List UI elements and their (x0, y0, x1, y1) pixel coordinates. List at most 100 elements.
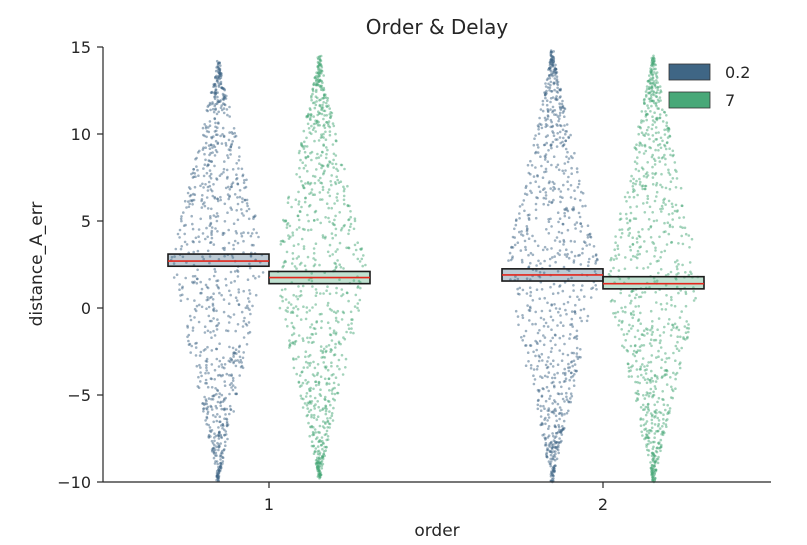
data-point (211, 151, 214, 154)
data-point (636, 253, 639, 256)
data-point (579, 308, 583, 312)
data-point (557, 310, 560, 314)
data-point (594, 260, 598, 263)
data-point (654, 131, 658, 135)
data-point (563, 124, 566, 127)
data-point (645, 420, 649, 423)
data-point (321, 185, 325, 189)
data-point (658, 341, 662, 345)
data-point (320, 320, 324, 323)
data-point (302, 147, 306, 150)
data-point (215, 66, 218, 69)
data-point (220, 363, 223, 366)
data-point (210, 236, 214, 240)
data-point (316, 371, 320, 375)
data-point (644, 132, 648, 135)
data-point (647, 439, 650, 443)
data-point (659, 268, 663, 271)
data-point (314, 332, 318, 336)
data-point (549, 460, 553, 463)
data-point (185, 261, 188, 264)
data-point (243, 316, 246, 320)
data-point (539, 155, 542, 158)
data-point (314, 303, 318, 306)
data-point (316, 400, 320, 403)
data-point (526, 163, 530, 167)
data-point (198, 363, 201, 367)
data-point (652, 390, 655, 394)
data-point (567, 216, 571, 219)
data-point (212, 144, 215, 147)
data-point (308, 183, 312, 186)
data-point (315, 88, 318, 92)
legend-swatch (668, 91, 711, 109)
data-point (539, 423, 542, 427)
data-point (559, 190, 563, 193)
data-point (549, 285, 552, 289)
data-point (324, 422, 327, 425)
data-point (570, 250, 573, 254)
data-point (551, 109, 555, 113)
data-point (558, 130, 562, 134)
data-point (195, 282, 199, 285)
data-point (307, 113, 310, 117)
data-point (659, 438, 663, 442)
data-point (556, 138, 559, 141)
data-point (229, 153, 232, 156)
data-point (667, 213, 671, 216)
data-point (654, 291, 657, 294)
data-point (317, 430, 320, 434)
data-point (318, 263, 321, 267)
data-point (316, 152, 319, 156)
data-point (554, 63, 557, 67)
data-point (296, 307, 300, 311)
data-point (646, 79, 650, 83)
data-point (247, 321, 251, 324)
data-point (326, 368, 330, 372)
data-point (319, 181, 322, 184)
data-point (299, 158, 302, 162)
data-point (225, 424, 229, 428)
data-point (233, 193, 237, 196)
data-point (232, 222, 236, 225)
data-point (664, 157, 667, 161)
data-point (292, 306, 295, 310)
data-point (554, 260, 557, 264)
data-point (229, 360, 232, 364)
data-point (629, 301, 632, 305)
data-point (328, 389, 331, 392)
data-point (291, 341, 295, 344)
data-point (573, 223, 577, 226)
data-point (658, 96, 662, 99)
data-point (327, 216, 330, 220)
data-point (574, 369, 578, 373)
data-point (328, 107, 332, 110)
data-point (669, 376, 672, 379)
data-point (227, 228, 230, 232)
data-point (613, 248, 616, 251)
data-point (327, 188, 331, 191)
data-point (642, 267, 645, 270)
data-point (565, 398, 569, 401)
data-point (310, 98, 313, 102)
data-point (516, 241, 520, 244)
data-point (656, 416, 659, 420)
data-point (518, 217, 521, 220)
data-point (542, 271, 546, 275)
data-point (311, 333, 315, 336)
data-point (553, 469, 556, 472)
data-point (548, 443, 551, 447)
data-point (215, 112, 219, 116)
data-point (654, 459, 658, 463)
data-point (313, 396, 317, 400)
data-point (547, 409, 551, 412)
data-point (208, 426, 212, 429)
data-point (561, 222, 565, 226)
data-point (557, 119, 560, 123)
data-point (644, 110, 647, 113)
data-point (243, 179, 246, 182)
data-point (330, 111, 334, 115)
data-point (565, 391, 568, 395)
data-point (661, 397, 664, 401)
data-point (340, 288, 344, 291)
